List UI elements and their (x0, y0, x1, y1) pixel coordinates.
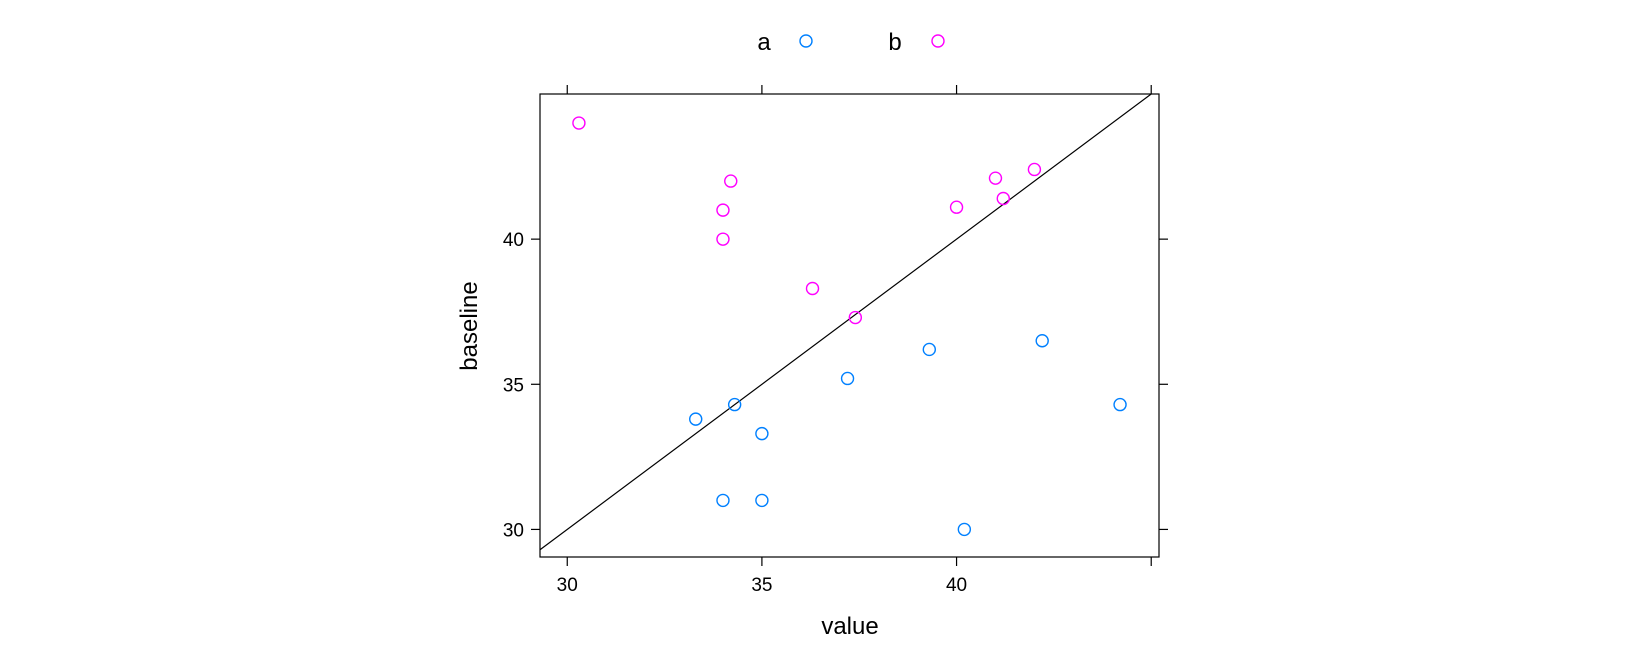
identity-reference-line (539, 93, 1152, 551)
legend-label-b: b (888, 29, 901, 56)
point-series-a (1113, 397, 1127, 412)
point-series-a (840, 371, 855, 386)
legend-marker-a (799, 34, 813, 48)
point-series-a (1035, 334, 1049, 348)
point-series-a (727, 397, 742, 412)
y-axis-label: baseline (456, 281, 483, 370)
point-series-b (848, 310, 863, 325)
y-tick-label: 30 (503, 520, 524, 541)
point-series-b (988, 171, 1003, 185)
x-tick-label: 40 (946, 575, 967, 596)
point-series-b (716, 203, 730, 217)
y-tick-label: 40 (503, 230, 524, 251)
axis-ticks: 30 35 40 30 35 40 (503, 85, 1168, 596)
point-series-a (755, 493, 769, 508)
x-axis-label: value (821, 613, 878, 640)
point-series-a (716, 493, 730, 508)
legend-label-a: a (757, 29, 771, 56)
y-tick-label: 35 (503, 375, 524, 396)
legend-marker-b (931, 34, 945, 48)
point-series-b (724, 174, 738, 188)
point-series-a (922, 342, 937, 357)
point-series-b (949, 200, 964, 214)
point-series-b (996, 191, 1010, 206)
point-series-a (957, 522, 972, 537)
point-series-b (805, 281, 820, 296)
point-series-a (689, 412, 703, 426)
plot-frame (539, 93, 1160, 558)
point-series-b (572, 116, 586, 130)
x-tick-label: 35 (751, 575, 772, 596)
data-points (572, 116, 1127, 537)
x-tick-label: 30 (557, 575, 578, 596)
point-series-b (1027, 162, 1042, 177)
point-series-b (716, 232, 730, 246)
point-series-a (755, 426, 769, 441)
